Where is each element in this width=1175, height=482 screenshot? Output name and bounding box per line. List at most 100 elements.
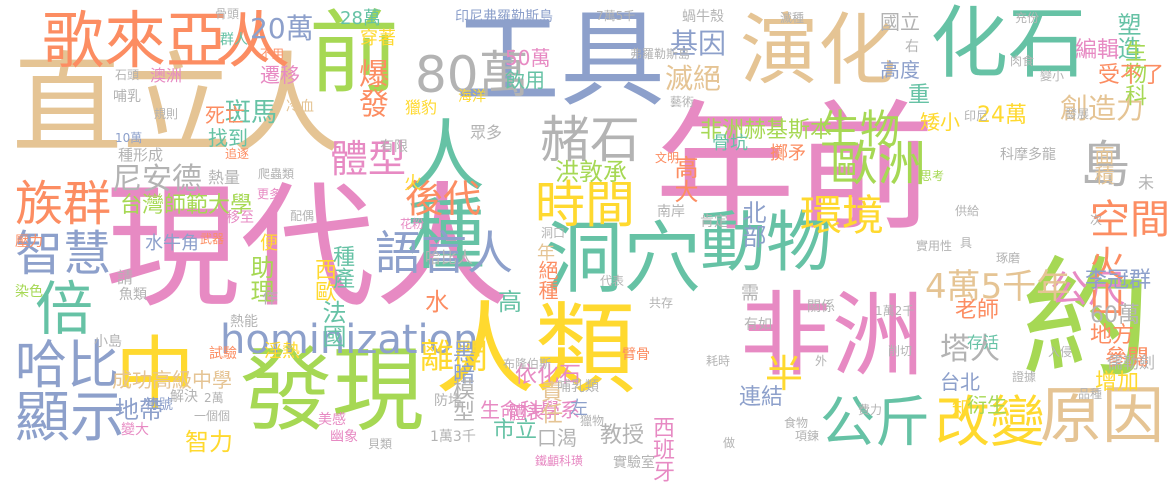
word-104: 水牛角 xyxy=(145,233,199,254)
word-168: 耗時 xyxy=(706,354,731,368)
word-13: 中 xyxy=(115,328,195,421)
word-12: 洞穴 xyxy=(545,214,702,304)
word-190: 發展 xyxy=(1065,107,1090,121)
word-127: 更多 xyxy=(257,187,282,201)
word-42: 滅絕 xyxy=(665,62,722,95)
word-158: 肯定 xyxy=(700,214,728,230)
word-45: 4萬5千年 xyxy=(925,267,1071,307)
word-1: 年前 xyxy=(655,88,936,251)
word-155: 眾多 xyxy=(470,123,503,142)
word-50: 斑馬 xyxy=(225,98,278,128)
word-93: 50萬 xyxy=(505,46,551,70)
word-21: 顯示 xyxy=(15,385,126,449)
word-197: 滅種 xyxy=(780,11,805,25)
word-148: 貝類 xyxy=(368,437,393,451)
word-159: 花粉 xyxy=(400,217,425,231)
word-169: 有如 xyxy=(744,317,772,333)
word-153: 有限 xyxy=(380,139,408,155)
word-151: 實驗室 xyxy=(613,455,655,471)
word-72: 教授 xyxy=(600,423,645,448)
word-40: 人 xyxy=(206,10,270,65)
word-170: 做 xyxy=(723,436,736,450)
word-48: 火山 xyxy=(1083,245,1124,317)
word-15: 歌來亞人 xyxy=(42,4,291,77)
word-106: 絕種 xyxy=(535,260,559,300)
word-90: 重 xyxy=(908,83,931,108)
word-46: 塔人 xyxy=(940,332,1000,367)
word-19: 改變 xyxy=(935,390,1046,454)
word-103: 熱量 xyxy=(208,168,241,187)
word-132: 便 xyxy=(260,233,278,254)
word-118: 石頭 xyxy=(115,68,140,82)
word-44: 公尺 xyxy=(1050,267,1127,311)
word-107: 年 xyxy=(537,243,555,264)
word-134: 染色 xyxy=(15,284,43,300)
word-142: 解決 xyxy=(170,389,198,405)
word-113: 衍生 xyxy=(967,393,1007,417)
word-73: 西班牙 xyxy=(649,416,674,482)
word-20: 公斤 xyxy=(820,390,931,454)
word-195: 7萬5千 xyxy=(596,9,636,23)
word-116: 群人 xyxy=(220,32,248,48)
word-196: 蝸牛殼 xyxy=(682,9,724,25)
word-39: 爆發 xyxy=(353,58,388,118)
word-3: 直立人 xyxy=(12,41,342,169)
word-136: 作 xyxy=(262,288,279,307)
word-31: hominization xyxy=(220,317,479,363)
word-79: 參閱 xyxy=(1105,346,1150,371)
word-130: 壓力 xyxy=(15,234,43,250)
word-154: 火 xyxy=(404,173,422,194)
word-176: 關係 xyxy=(807,299,835,315)
word-23: 倍 xyxy=(35,275,94,343)
word-14: 人種 xyxy=(394,115,484,271)
word-89: 高度 xyxy=(880,58,920,82)
word-41: 基因 xyxy=(670,27,727,60)
word-64: 法國 xyxy=(318,300,346,348)
word-34: 生物 xyxy=(820,107,900,153)
word-92: 印尼弗羅勒斯島 xyxy=(455,9,553,25)
word-123: 冷血 xyxy=(286,99,314,115)
word-4: 工具 xyxy=(455,0,666,121)
word-167: 獵物 xyxy=(580,414,605,428)
word-194: 弗羅勒斯島 xyxy=(630,47,691,61)
word-94: 飲用 xyxy=(505,68,545,92)
word-157: 南岸 xyxy=(657,204,685,220)
word-96: 穿著 xyxy=(360,28,396,49)
word-33: 環境 xyxy=(800,191,885,240)
word-5: 人類 xyxy=(435,291,635,408)
word-63: 水 xyxy=(425,288,449,316)
word-35: 後代 xyxy=(405,177,482,221)
word-18: 原因 xyxy=(1040,379,1165,452)
word-135: 魚類 xyxy=(119,287,147,303)
word-115: 骨頭 xyxy=(215,7,240,21)
word-60: 依化石 xyxy=(515,363,582,388)
word-30: 空間 xyxy=(1090,197,1170,243)
word-149: 1萬3千 xyxy=(430,429,476,445)
word-129: 配偶 xyxy=(290,209,315,223)
word-29: 島 xyxy=(1080,136,1130,194)
word-27: 語言人 xyxy=(375,226,513,280)
word-7: 發現 xyxy=(240,337,425,444)
word-133: 請 xyxy=(117,268,134,287)
word-171: 食物 xyxy=(784,416,809,430)
word-9: 演化 xyxy=(740,6,897,96)
word-8: 約 xyxy=(999,250,1151,380)
word-2: 現代人 xyxy=(105,169,510,326)
word-128: 移至 xyxy=(226,210,254,226)
word-108: 左 xyxy=(570,398,588,419)
word-117: 不用 xyxy=(260,47,285,61)
word-80: 增加 xyxy=(1095,370,1140,395)
word-84: 塑造 xyxy=(1113,12,1141,60)
word-87: 受不了 xyxy=(1098,63,1165,88)
word-186: 思考 xyxy=(920,169,945,183)
word-62: 高 xyxy=(498,288,522,316)
word-95: 28萬 xyxy=(340,8,381,29)
word-182: 具 xyxy=(960,236,973,250)
word-24: 智慧 xyxy=(15,226,112,282)
word-150: 鐵顱科璜 xyxy=(535,454,584,468)
word-74: 連結 xyxy=(739,385,784,410)
word-124: 種形成 xyxy=(118,146,164,164)
word-26: 時間 xyxy=(535,176,635,234)
word-112: 存活 xyxy=(967,333,1000,352)
